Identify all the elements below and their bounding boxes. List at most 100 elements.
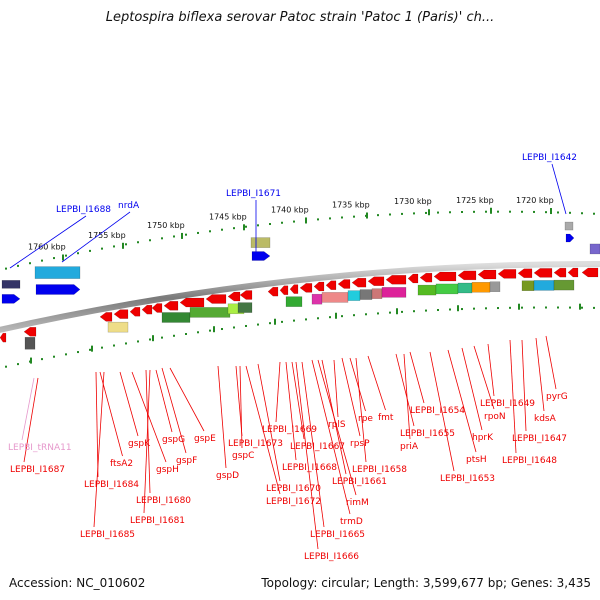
reverse-gene bbox=[179, 297, 205, 308]
gene-label: gspK bbox=[128, 439, 151, 449]
gene-label: LEPBI_I1684 bbox=[84, 480, 139, 490]
gene-label: LEPBI_I1680 bbox=[136, 496, 191, 506]
reverse-gene bbox=[553, 267, 567, 278]
reverse-gene bbox=[497, 269, 517, 279]
tick-dot bbox=[473, 210, 475, 213]
tick-dot bbox=[317, 317, 319, 320]
reverse-gene bbox=[113, 309, 129, 319]
kbp-label: 1755 kbp bbox=[88, 231, 126, 240]
gene-label: rpe bbox=[358, 414, 373, 424]
tick-dot bbox=[473, 307, 475, 310]
tick-dot bbox=[281, 320, 283, 323]
tick-dot bbox=[41, 259, 43, 262]
kbp-label: 1730 kbp bbox=[394, 197, 432, 206]
tick-dot bbox=[209, 230, 211, 233]
gene-label: LEPBI_I1667 bbox=[290, 442, 345, 452]
gene-label: LEPBI_I1649 bbox=[480, 399, 535, 409]
leader-line bbox=[145, 369, 151, 494]
tick-dot bbox=[389, 213, 391, 216]
reverse-gene bbox=[313, 281, 325, 292]
tick-dot bbox=[257, 323, 259, 326]
reverse-gene bbox=[279, 285, 289, 296]
reverse-gene bbox=[517, 268, 533, 279]
tick-dot bbox=[509, 210, 511, 213]
feature-track bbox=[311, 293, 323, 305]
tick-dot bbox=[257, 224, 259, 227]
tick-dot bbox=[341, 216, 343, 219]
gene-label: LEPBI_I1647 bbox=[512, 434, 567, 444]
reverse-gene bbox=[419, 272, 433, 283]
tick-dot bbox=[569, 211, 571, 214]
tick-dot bbox=[593, 306, 595, 309]
major-tick bbox=[490, 207, 492, 214]
tick-dot bbox=[533, 210, 535, 213]
page-title: Leptospira biflexa serovar Patoc strain … bbox=[105, 10, 495, 25]
leader-line bbox=[317, 359, 357, 496]
tick-dot bbox=[245, 225, 247, 228]
feature-track bbox=[359, 289, 373, 300]
gene-label: trmD bbox=[340, 517, 363, 527]
tick-dot bbox=[293, 220, 295, 223]
gene-label: gspE bbox=[194, 434, 216, 444]
label-leader-lines bbox=[9, 163, 567, 550]
kbp-label: 1750 kbp bbox=[147, 221, 185, 230]
gene-label: ftsA2 bbox=[110, 459, 133, 469]
accession-info: Accession: NC_010602 bbox=[9, 576, 145, 590]
leader-line bbox=[155, 369, 173, 433]
tick-dot bbox=[557, 211, 559, 214]
major-tick bbox=[518, 303, 520, 310]
tick-dot bbox=[281, 221, 283, 224]
tick-dot bbox=[185, 332, 187, 335]
feature-track bbox=[489, 281, 501, 292]
tick-dot bbox=[461, 308, 463, 311]
kbp-scale-labels: 1760 kbp 1755 kbp 1750 kbp 1745 kbp 1740 kbp… bbox=[28, 196, 554, 252]
major-tick bbox=[213, 326, 215, 333]
gene-label: rplS bbox=[328, 420, 346, 430]
tick-dot bbox=[245, 324, 247, 327]
tick-dot bbox=[497, 307, 499, 310]
tick-dot bbox=[401, 212, 403, 215]
tick-dot bbox=[89, 348, 91, 351]
gene-label: LEPBI_I1681 bbox=[130, 516, 185, 526]
tick-dot bbox=[89, 249, 91, 252]
leader-line bbox=[355, 357, 367, 463]
major-tick bbox=[274, 318, 276, 325]
leader-line bbox=[409, 351, 425, 404]
tick-dot bbox=[485, 307, 487, 310]
gene-label: rpoN bbox=[484, 412, 506, 422]
feature-track bbox=[589, 243, 600, 255]
gene-label: LEPBI_I1669 bbox=[262, 425, 317, 435]
tick-dot bbox=[545, 306, 547, 309]
reverse-gene bbox=[581, 267, 599, 278]
leader-line bbox=[235, 365, 243, 437]
feature-track bbox=[521, 280, 535, 291]
leader-line bbox=[143, 369, 151, 514]
tick-dot bbox=[197, 331, 199, 334]
tick-dot bbox=[497, 210, 499, 213]
leader-line bbox=[295, 361, 319, 550]
leader-line bbox=[285, 361, 297, 461]
gene-label: LEPBI_I1672 bbox=[266, 497, 321, 507]
tick-dot bbox=[557, 306, 559, 309]
feature-track bbox=[435, 283, 459, 295]
gene-label: LEPBI_I1655 bbox=[400, 429, 455, 439]
leader-line bbox=[119, 371, 139, 437]
leader-line bbox=[461, 347, 483, 431]
forward-gene bbox=[251, 251, 271, 261]
kbp-label: 1725 kbp bbox=[456, 196, 494, 205]
tick-dot bbox=[29, 262, 31, 265]
tick-dot bbox=[125, 243, 127, 246]
tick-dot bbox=[425, 309, 427, 312]
leader-line bbox=[367, 355, 386, 411]
leader-line bbox=[217, 365, 227, 469]
reverse-gene bbox=[337, 279, 351, 289]
tick-dot bbox=[41, 358, 43, 361]
tick-dot bbox=[521, 210, 523, 213]
feature-track bbox=[533, 280, 555, 291]
leader-line bbox=[239, 365, 243, 449]
reverse-gene bbox=[129, 306, 141, 317]
major-tick bbox=[305, 217, 307, 224]
tick-dot bbox=[113, 344, 115, 347]
